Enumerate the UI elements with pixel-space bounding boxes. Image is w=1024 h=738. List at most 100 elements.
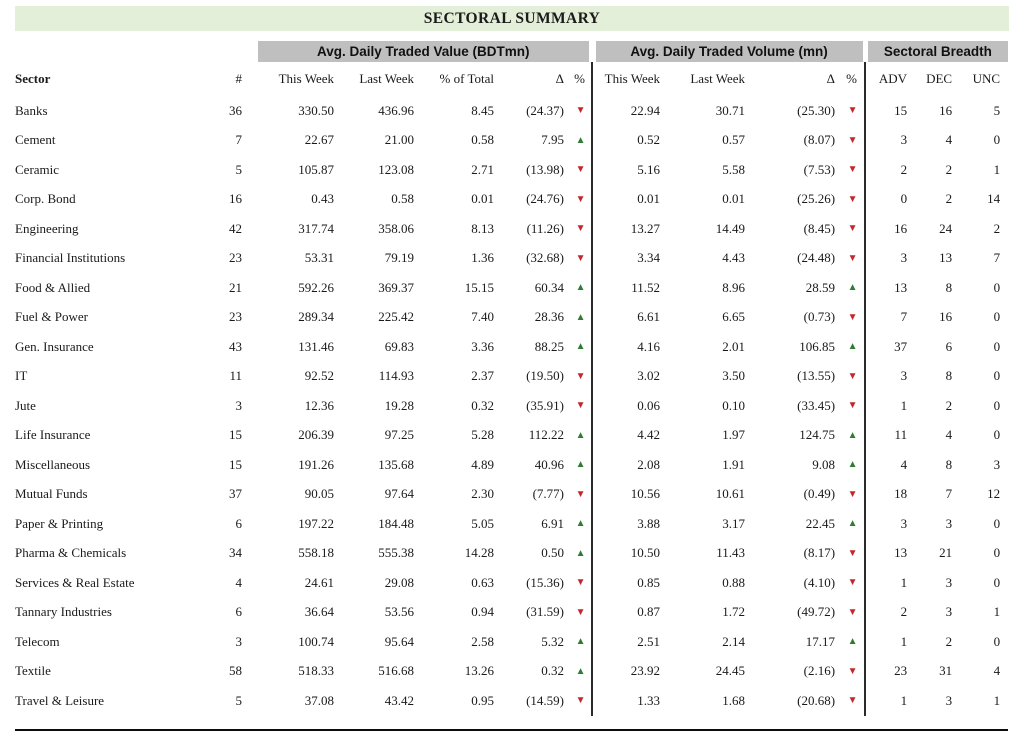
value-this-week-cell: 558.18 xyxy=(298,545,334,561)
table-row: Telecom 3 100.74 95.64 2.58 5.32 ▲ 2.51 … xyxy=(15,627,1008,657)
value-change-cell: (31.59) xyxy=(526,604,564,620)
value-change-cell: (14.59) xyxy=(526,692,564,708)
down-arrow-icon: ▼ xyxy=(570,597,594,627)
value-this-week-cell: 191.26 xyxy=(298,456,334,472)
up-arrow-icon: ▲ xyxy=(570,509,594,539)
volume-last-week-cell: 11.43 xyxy=(716,545,746,561)
value-this-week-cell: 92.52 xyxy=(304,368,334,384)
col-header-adv: ADV xyxy=(878,71,908,86)
down-arrow-icon: ▼ xyxy=(570,96,594,126)
volume-this-week-cell: 23.92 xyxy=(630,663,661,679)
company-count-cell: 21 xyxy=(229,279,242,295)
value-this-week-cell: 12.36 xyxy=(304,397,334,413)
table-row: Fuel & Power 23 289.34 225.42 7.40 28.36… xyxy=(15,302,1008,332)
col-header-volume-pct: % xyxy=(841,62,867,96)
advanced-count-cell: 3 xyxy=(900,250,908,266)
value-this-week-cell: 197.22 xyxy=(298,515,334,531)
sector-cell: Ceramic xyxy=(15,161,60,177)
value-last-week-cell: 95.64 xyxy=(384,633,414,649)
group-spacer xyxy=(15,41,258,62)
up-arrow-icon: ▲ xyxy=(570,627,594,657)
declined-count-cell: 16 xyxy=(939,309,953,325)
value-change-cell: 88.25 xyxy=(534,338,564,354)
value-last-week-cell: 97.64 xyxy=(384,486,414,502)
unchanged-count-cell: 5 xyxy=(993,102,1001,118)
table-row: Miscellaneous 15 191.26 135.68 4.89 40.9… xyxy=(15,450,1008,480)
col-header-volume-last-week: Last Week xyxy=(690,71,746,86)
advanced-count-cell: 3 xyxy=(900,368,908,384)
pct-of-total-cell: 8.45 xyxy=(471,102,494,118)
volume-last-week-cell: 5.58 xyxy=(722,161,746,177)
volume-this-week-cell: 10.56 xyxy=(630,486,661,502)
volume-change-cell: 28.59 xyxy=(805,279,836,295)
up-arrow-icon: ▲ xyxy=(841,273,867,303)
unchanged-count-cell: 7 xyxy=(993,250,1001,266)
volume-this-week-cell: 10.50 xyxy=(630,545,661,561)
advanced-count-cell: 1 xyxy=(900,692,908,708)
sector-cell: Textile xyxy=(15,663,51,679)
volume-change-cell: (7.53) xyxy=(803,161,836,177)
value-last-week-cell: 184.48 xyxy=(378,515,414,531)
down-arrow-icon: ▼ xyxy=(570,479,594,509)
volume-this-week-cell: 3.02 xyxy=(637,368,661,384)
pct-of-total-cell: 0.58 xyxy=(471,132,494,148)
pct-of-total-cell: 2.37 xyxy=(471,368,494,384)
volume-last-week-cell: 8.96 xyxy=(722,279,746,295)
advanced-count-cell: 18 xyxy=(894,486,908,502)
value-this-week-cell: 22.67 xyxy=(304,132,334,148)
volume-this-week-cell: 4.16 xyxy=(637,338,661,354)
volume-this-week-cell: 5.16 xyxy=(637,161,661,177)
declined-count-cell: 21 xyxy=(939,545,953,561)
table-row: Mutual Funds 37 90.05 97.64 2.30 (7.77) … xyxy=(15,479,1008,509)
group-header-traded-volume: Avg. Daily Traded Volume (mn) xyxy=(588,41,866,62)
up-arrow-icon: ▲ xyxy=(841,627,867,657)
company-count-cell: 5 xyxy=(235,161,243,177)
value-last-week-cell: 69.83 xyxy=(384,338,414,354)
volume-change-cell: (25.30) xyxy=(797,102,836,118)
sector-cell: Gen. Insurance xyxy=(15,338,94,354)
value-change-cell: 0.50 xyxy=(541,545,564,561)
value-last-week-cell: 123.08 xyxy=(378,161,414,177)
sector-cell: IT xyxy=(15,368,28,384)
down-arrow-icon: ▼ xyxy=(841,479,867,509)
volume-change-cell: (33.45) xyxy=(797,397,836,413)
volume-last-week-cell: 10.61 xyxy=(715,486,746,502)
volume-this-week-cell: 0.01 xyxy=(637,191,661,207)
volume-this-week-cell: 3.34 xyxy=(637,250,661,266)
volume-this-week-cell: 0.06 xyxy=(637,397,661,413)
down-arrow-icon: ▼ xyxy=(841,214,867,244)
volume-last-week-cell: 1.97 xyxy=(722,427,746,443)
value-this-week-cell: 90.05 xyxy=(304,486,334,502)
group-header-sectoral-breadth: Sectoral Breadth xyxy=(862,41,1009,62)
unchanged-count-cell: 0 xyxy=(993,309,1001,325)
advanced-count-cell: 2 xyxy=(900,161,908,177)
volume-this-week-cell: 4.42 xyxy=(637,427,661,443)
advanced-count-cell: 13 xyxy=(894,279,908,295)
unchanged-count-cell: 4 xyxy=(993,663,1001,679)
unchanged-count-cell: 0 xyxy=(993,338,1001,354)
volume-last-week-cell: 0.01 xyxy=(722,191,746,207)
value-this-week-cell: 317.74 xyxy=(298,220,334,236)
volume-last-week-cell: 1.72 xyxy=(722,604,746,620)
advanced-count-cell: 7 xyxy=(900,309,908,325)
down-arrow-icon: ▼ xyxy=(841,656,867,686)
sector-cell: Services & Real Estate xyxy=(15,574,135,590)
advanced-count-cell: 3 xyxy=(900,515,908,531)
down-arrow-icon: ▼ xyxy=(841,597,867,627)
advanced-count-cell: 15 xyxy=(894,102,908,118)
value-last-week-cell: 135.68 xyxy=(378,456,414,472)
value-change-cell: (7.77) xyxy=(532,486,564,502)
value-change-cell: 0.32 xyxy=(541,663,564,679)
sector-cell: Miscellaneous xyxy=(15,456,91,472)
value-this-week-cell: 131.46 xyxy=(298,338,334,354)
volume-last-week-cell: 1.91 xyxy=(722,456,746,472)
declined-count-cell: 3 xyxy=(945,604,953,620)
advanced-count-cell: 3 xyxy=(900,132,908,148)
company-count-cell: 37 xyxy=(229,486,242,502)
value-change-cell: (35.91) xyxy=(526,397,564,413)
sector-cell: Travel & Leisure xyxy=(15,692,105,708)
advanced-count-cell: 2 xyxy=(900,604,908,620)
declined-count-cell: 4 xyxy=(945,132,953,148)
down-arrow-icon: ▼ xyxy=(841,243,867,273)
volume-change-cell: 17.17 xyxy=(805,633,836,649)
